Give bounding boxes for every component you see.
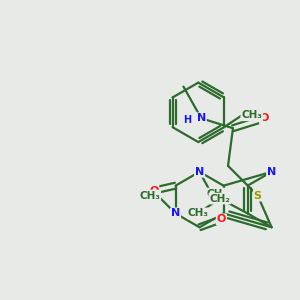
Text: N: N	[195, 167, 204, 177]
Text: CH₃: CH₃	[188, 208, 208, 218]
Text: CH₂: CH₂	[209, 194, 230, 203]
Text: CH₃: CH₃	[139, 190, 160, 201]
Text: O: O	[217, 214, 226, 224]
Text: N: N	[171, 208, 180, 218]
Text: H: H	[183, 115, 191, 125]
Text: S: S	[254, 190, 262, 201]
Text: CH₃: CH₃	[207, 189, 228, 199]
Text: O: O	[149, 186, 158, 196]
Text: O: O	[260, 113, 269, 123]
Text: CH₃: CH₃	[241, 110, 262, 120]
Text: N: N	[267, 167, 276, 177]
Text: N: N	[196, 113, 206, 123]
